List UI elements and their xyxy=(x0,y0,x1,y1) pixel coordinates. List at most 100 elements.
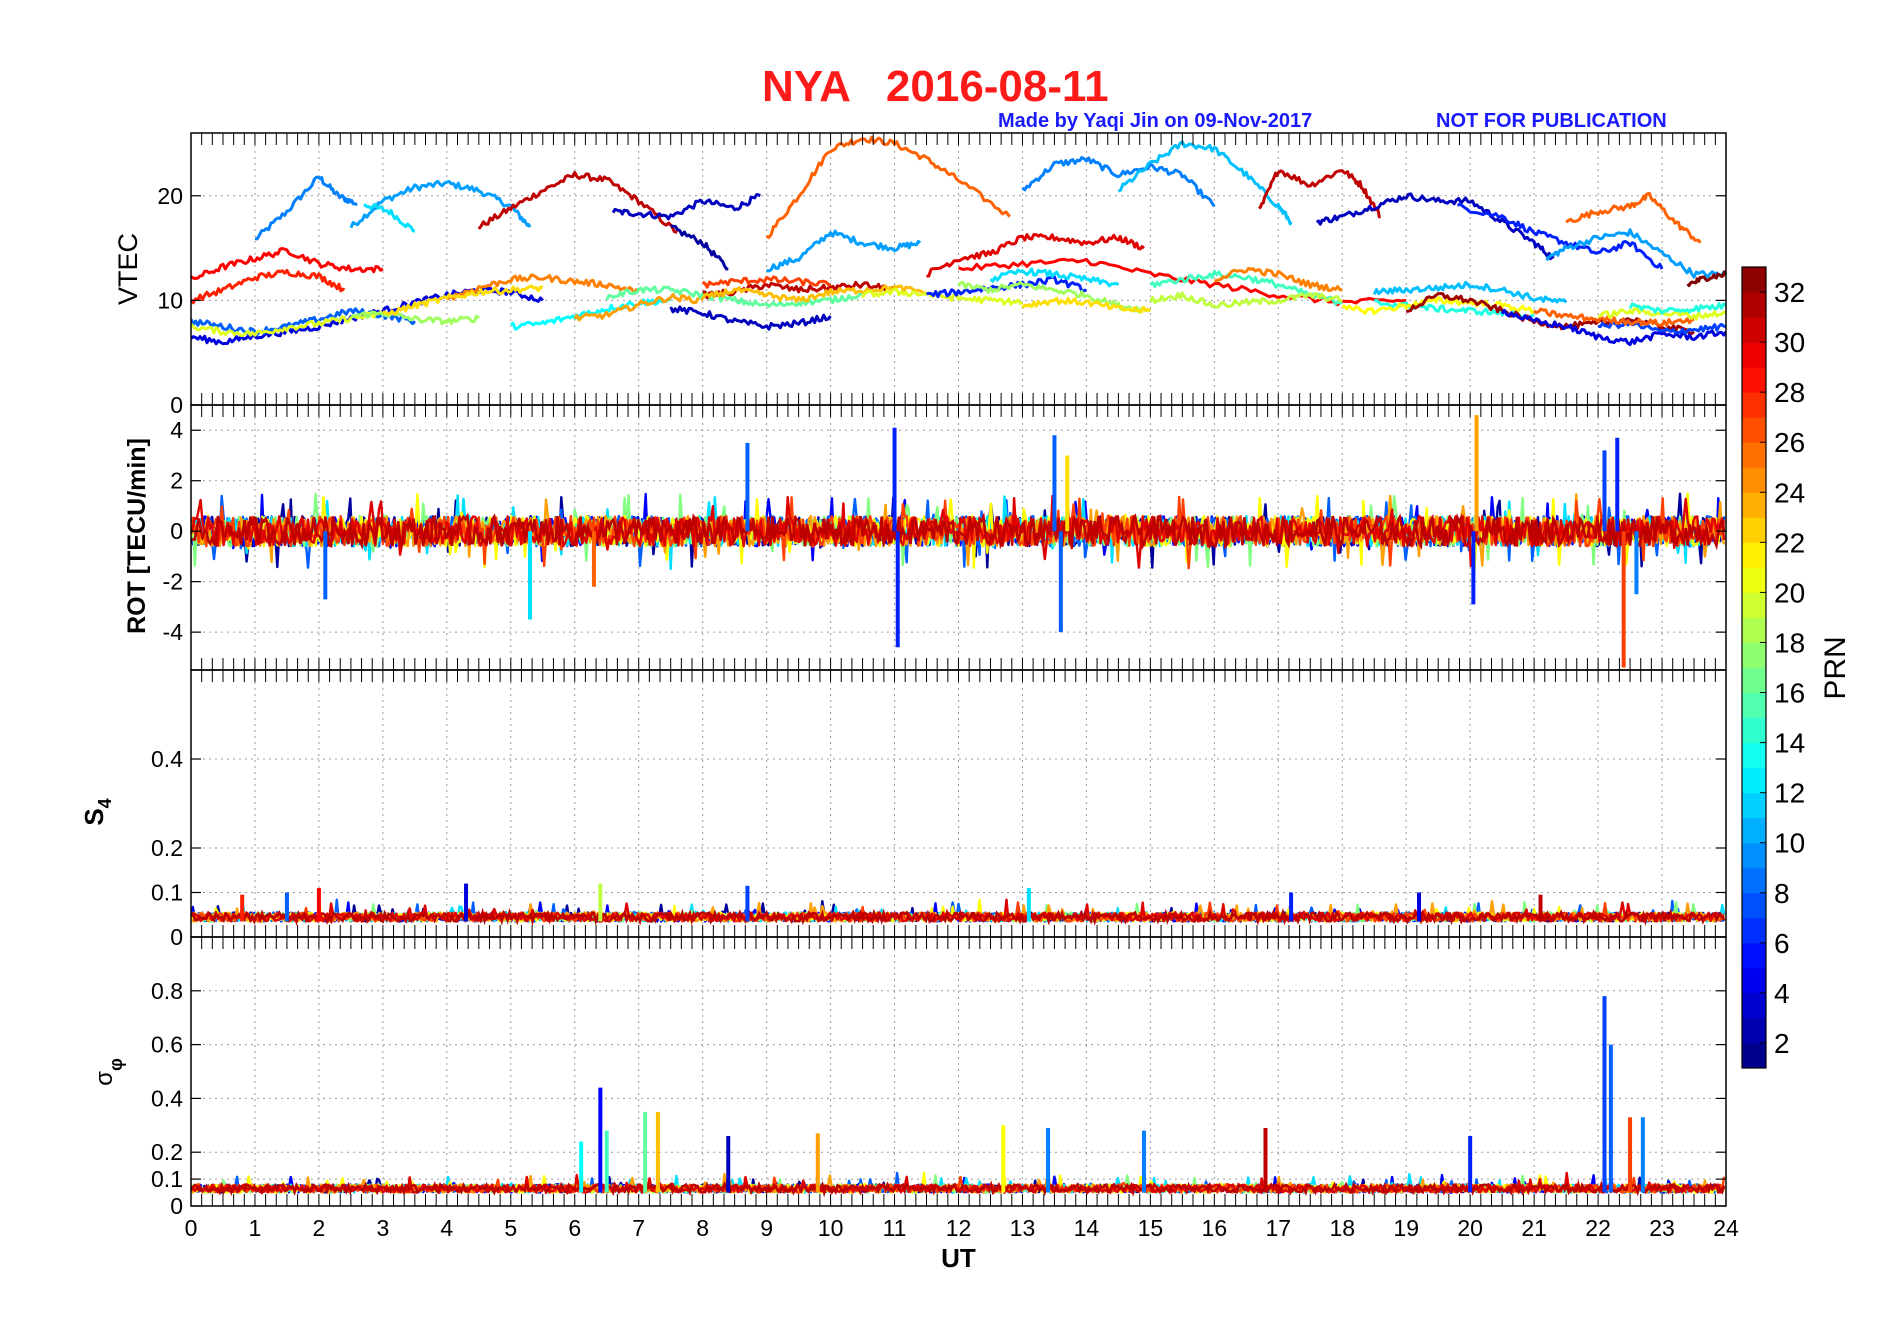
y-tick-label: 0 xyxy=(170,1193,183,1219)
x-tick-label: 4 xyxy=(440,1215,453,1241)
vtec-track-prn-31 xyxy=(1258,169,1381,219)
colorbar-segment xyxy=(1742,517,1766,543)
colorbar-tick-label: 2 xyxy=(1774,1028,1790,1059)
y-tick-label: 0 xyxy=(170,518,183,544)
panel-vtec: 0 10 20 xyxy=(157,132,1727,418)
vtec-track-prn-31 xyxy=(702,280,896,300)
colorbar-segment xyxy=(1742,292,1766,318)
vtec-track-prn-6 xyxy=(1456,202,1664,270)
colorbar-tick-label: 12 xyxy=(1774,778,1805,809)
x-tick-label: 15 xyxy=(1138,1215,1164,1241)
colorbar-segment xyxy=(1742,367,1766,393)
vtec-track-prn-2 xyxy=(670,224,729,271)
vtec-track-prn-23 xyxy=(701,284,928,303)
colorbar-label: PRN xyxy=(1819,636,1852,699)
colorbar-tick-label: 10 xyxy=(1774,828,1805,859)
colorbar-segment xyxy=(1742,417,1766,443)
vtec-track-prn-21 xyxy=(1342,296,1536,316)
colorbar-tick-label: 28 xyxy=(1774,377,1805,408)
colorbar-segment xyxy=(1742,742,1766,769)
colorbar-tick-label: 6 xyxy=(1774,928,1790,959)
noise-trace-prn-31 xyxy=(191,907,1726,927)
colorbar-segment xyxy=(1742,892,1766,919)
colorbar-segment xyxy=(1742,692,1766,719)
y-tick-label: 0 xyxy=(170,924,183,950)
colorbar-segment xyxy=(1742,567,1766,593)
vtec-track-prn-12 xyxy=(989,267,1120,288)
x-tick-label: 0 xyxy=(185,1215,198,1241)
vtec-track-prn-18 xyxy=(350,310,480,326)
x-tick-label: 23 xyxy=(1649,1215,1675,1241)
vtec-track-prn-8 xyxy=(191,307,416,336)
vtec-track-prn-4 xyxy=(1500,308,1726,347)
data-layer-s4 xyxy=(191,883,1726,927)
x-tick-label: 18 xyxy=(1329,1215,1355,1241)
vtec-track-prn-9 xyxy=(254,175,358,241)
y-tick-label: 0.2 xyxy=(151,1139,183,1165)
data-layer-vtec xyxy=(191,135,1726,347)
vtec-track-prn-19 xyxy=(1149,291,1343,309)
vtec-track-prn-7 xyxy=(1598,319,1726,335)
x-tick-label: 14 xyxy=(1074,1215,1100,1241)
colorbar-segment xyxy=(1742,667,1766,694)
vtec-track-prn-16 xyxy=(605,285,863,309)
colorbar-segment xyxy=(1742,717,1766,744)
data-layer-sigma_phi xyxy=(191,996,1726,1198)
colorbar-segment xyxy=(1742,542,1766,568)
colorbar-segment xyxy=(1742,342,1766,368)
vtec-track-prn-20 xyxy=(861,287,1024,306)
vtec-track-prn-18 xyxy=(957,280,1151,314)
colorbar-segment xyxy=(1742,792,1766,819)
vtec-track-prn-10 xyxy=(1545,228,1726,279)
colorbar-tick-label: 16 xyxy=(1774,678,1805,709)
vtec-track-prn-11 xyxy=(1372,280,1568,304)
colorbar-segment xyxy=(1742,492,1766,518)
colorbar-segment xyxy=(1742,467,1766,493)
credit-notice: NOT FOR PUBLICATION xyxy=(1436,110,1667,132)
colorbar-segment xyxy=(1742,642,1766,668)
vtec-track-prn-3 xyxy=(669,305,832,331)
colorbar-segment xyxy=(1742,1042,1766,1069)
x-tick-label: 13 xyxy=(1010,1215,1036,1241)
colorbar-segment xyxy=(1742,1017,1766,1044)
x-tick-label: 20 xyxy=(1457,1215,1483,1241)
vtec-track-prn-26 xyxy=(1565,191,1702,244)
panel-rot: -4 -2 0 2 4 xyxy=(163,404,1727,671)
vtec-track-prn-30 xyxy=(926,233,1145,278)
colorbar-segment xyxy=(1742,942,1766,969)
y-axis-label-rot: ROT [TECU/min] xyxy=(123,438,151,634)
data-layer-rot xyxy=(191,415,1726,668)
vtec-track-prn-12 xyxy=(363,202,416,233)
x-tick-label: 16 xyxy=(1202,1215,1228,1241)
y-tick-label: 10 xyxy=(157,287,183,313)
x-tick-label: 5 xyxy=(504,1215,517,1241)
x-axis-label: UT xyxy=(941,1243,976,1273)
vtec-track-prn-28 xyxy=(191,268,346,305)
colorbar-segment xyxy=(1742,842,1766,869)
colorbar-segment xyxy=(1742,967,1766,994)
colorbar-tick-label: 8 xyxy=(1774,878,1790,909)
y-tick-label: 0.4 xyxy=(151,1085,183,1111)
colorbar-frame xyxy=(1741,266,1767,1069)
vtec-track-prn-26 xyxy=(1533,307,1695,327)
colorbar-tick-label: 14 xyxy=(1774,728,1805,759)
y-tick-label: 0.1 xyxy=(151,880,183,906)
x-tick-label: 10 xyxy=(818,1215,844,1241)
y-tick-label: 0.1 xyxy=(151,1166,183,1192)
x-tick-label: 11 xyxy=(883,1215,907,1241)
vtec-track-prn-3 xyxy=(1315,192,1555,261)
x-tick-label: 24 xyxy=(1713,1215,1739,1241)
vtec-track-prn-14 xyxy=(1628,302,1726,315)
x-tick-label: 19 xyxy=(1393,1215,1419,1241)
vtec-track-prn-22 xyxy=(382,284,544,316)
vtec-track-prn-25 xyxy=(1214,266,1343,292)
vtec-track-prn-9 xyxy=(1021,156,1216,208)
y-axis-label-vtec: VTEC xyxy=(113,233,143,305)
chart-title: NYA 2016-08-11 xyxy=(762,62,1109,111)
x-tick-label: 1 xyxy=(249,1215,262,1241)
colorbar-tick-label: 4 xyxy=(1774,978,1790,1009)
x-tick-label: 21 xyxy=(1521,1215,1547,1241)
vtec-track-prn-22 xyxy=(1021,296,1152,314)
